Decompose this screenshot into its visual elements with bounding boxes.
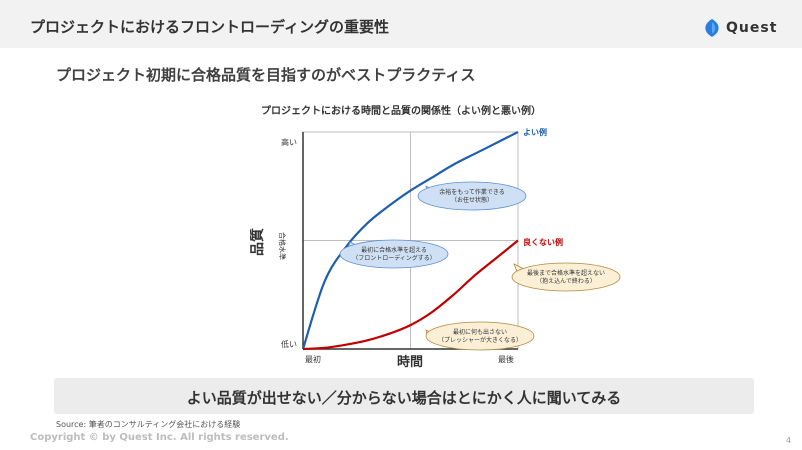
header-bar: プロジェクトにおけるフロントローディングの重要性 Quest [0, 0, 802, 48]
y-tick-pass-level: 合格水準 [278, 232, 287, 260]
callout-bad-late-line2: （抱え込んで終わる） [536, 277, 596, 285]
source-note: Source: 筆者のコンサルティング会社における経験 [56, 420, 241, 429]
key-message: よい品質が出せない／分からない場合はとにかく人に聞いてみる [186, 389, 622, 407]
callout-good-early-line2: （フロントローディングする） [352, 254, 436, 262]
y-tick-low: 低い [281, 339, 297, 349]
y-tick-high: 高い [281, 137, 297, 147]
series-label-bad: 良くない例 [523, 237, 563, 247]
blue-leaf-icon [705, 19, 719, 37]
page-title: プロジェクトにおけるフロントローディングの重要性 [30, 18, 389, 36]
series-line-good [301, 131, 519, 350]
series-line-bad [302, 239, 519, 351]
page-number: 4 [786, 436, 792, 445]
chart-title: プロジェクトにおける時間と品質の関係性（よい例と悪い例） [261, 106, 541, 117]
x-axis-label: 時間 [397, 354, 423, 370]
callout-good-late-line2: （お任せ状態） [451, 196, 493, 204]
logo-text: Quest [726, 20, 778, 36]
y-axis-label: 品質 [250, 228, 266, 256]
callout-good-early: 最初に合格水準を超える （フロントローディングする） [339, 239, 449, 269]
callout-bad-early-line2: （プレッシャーが大きくなる） [438, 336, 522, 344]
x-tick-start: 最初 [305, 354, 321, 364]
callout-good-early-line1: 最初に合格水準を超える [361, 246, 427, 254]
key-message-box: よい品質が出せない／分からない場合はとにかく人に聞いてみる [54, 378, 754, 414]
callout-bad-early: 最初に何も出さない （プレッシャーが大きくなる） [425, 321, 535, 351]
quest-logo: Quest [704, 18, 777, 38]
slide-subtitle: プロジェクト初期に合格品質を目指すのがベストプラクティス [56, 66, 476, 84]
x-tick-end: 最後 [498, 354, 514, 364]
callout-good-late: 余裕をもって作業できる （お任せ状態） [417, 181, 527, 211]
series-label-good: よい例 [523, 127, 547, 137]
callout-bad-late: 最後まで合格水準を超えない （抱え込んで終わる） [511, 262, 621, 292]
quality-time-chart: よい例 良くない例 高い 低い 合格水準 品質 最初 最後 時間 余裕をもって作… [250, 127, 621, 370]
callout-bad-late-line1: 最後まで合格水準を超えない [527, 269, 605, 277]
callout-good-late-line1: 余裕をもって作業できる [439, 188, 505, 196]
callout-bad-early-line1: 最初に何も出さない [453, 328, 507, 336]
copyright: Copyright © by Quest Inc. All rights res… [30, 432, 289, 443]
